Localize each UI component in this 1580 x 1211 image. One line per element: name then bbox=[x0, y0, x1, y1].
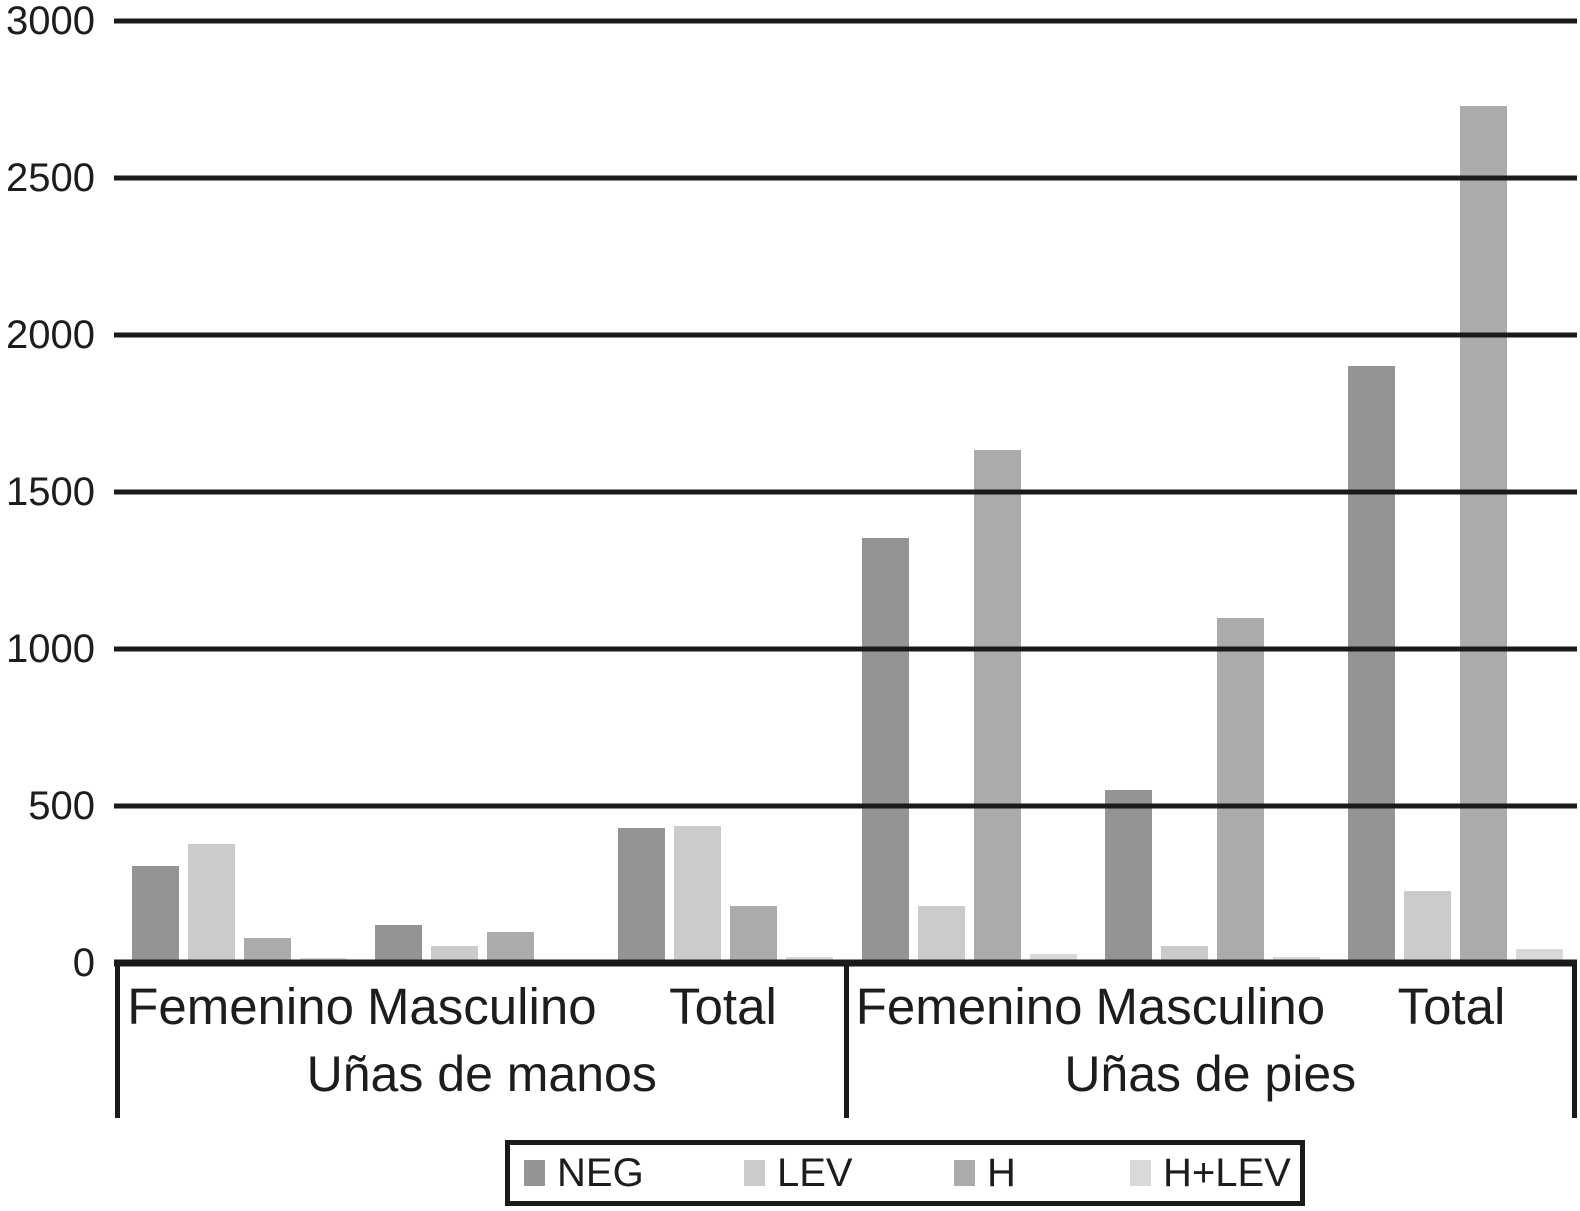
bar-group-uñas-de-pies-masculino bbox=[1091, 21, 1334, 963]
bar-neg bbox=[618, 827, 666, 963]
bar-lev bbox=[1403, 890, 1451, 963]
legend-label: H bbox=[987, 1151, 1016, 1195]
bar-group-uñas-de-pies-total bbox=[1334, 21, 1577, 963]
x-axis-labels: Femenino Masculino Total Uñas de manos Femen… bbox=[115, 963, 1577, 1118]
bar-group-uñas-de-manos-masculino bbox=[361, 21, 604, 963]
bar-h+lev bbox=[786, 956, 834, 963]
y-tick-label: 2000 bbox=[6, 312, 95, 357]
legend-entry-lev: LEV bbox=[744, 1153, 853, 1193]
legend: NEG LEV H H+LEV bbox=[505, 1140, 1305, 1206]
bar-h+lev bbox=[1272, 956, 1320, 963]
bar-neg bbox=[1104, 790, 1152, 963]
bar-h bbox=[973, 449, 1021, 963]
legend-label: NEG bbox=[557, 1151, 644, 1195]
legend-entry-h+lev: H+LEV bbox=[1130, 1153, 1291, 1193]
bar-neg bbox=[375, 925, 423, 963]
y-tick-label: 1000 bbox=[6, 626, 95, 671]
bar-lev bbox=[188, 843, 236, 963]
legend-swatch bbox=[744, 1160, 765, 1186]
bar-h bbox=[487, 931, 535, 963]
bar-neg bbox=[1347, 366, 1395, 963]
category-label-row: Femenino Masculino Total bbox=[120, 963, 844, 1049]
legend-swatch bbox=[524, 1160, 545, 1186]
category-label: Femenino bbox=[127, 977, 354, 1035]
bar-lev bbox=[1160, 945, 1208, 963]
group-label: Uñas de pies bbox=[1064, 1046, 1357, 1102]
legend-entry-neg: NEG bbox=[524, 1153, 644, 1193]
bar-h bbox=[1216, 617, 1264, 963]
y-tick-label: 2500 bbox=[6, 155, 95, 200]
category-label: Total bbox=[1397, 977, 1506, 1035]
bar-group-uñas-de-manos-femenino bbox=[118, 21, 361, 963]
bar-h bbox=[730, 906, 778, 963]
plot-area bbox=[114, 18, 1577, 967]
category-label: Femenino bbox=[855, 977, 1083, 1035]
bar-h bbox=[244, 937, 292, 963]
bars-layer bbox=[118, 21, 1577, 963]
bar-h bbox=[1459, 105, 1507, 963]
legend-label: H+LEV bbox=[1163, 1151, 1291, 1195]
bar-group-uñas-de-manos-total bbox=[604, 21, 847, 963]
category-label: Masculino bbox=[1095, 977, 1326, 1035]
legend-swatch bbox=[954, 1160, 975, 1186]
y-tick-label: 0 bbox=[72, 941, 95, 985]
bar-h+lev bbox=[1029, 953, 1077, 963]
legend-swatch bbox=[1130, 1160, 1151, 1186]
bar-h+lev bbox=[1515, 948, 1563, 963]
category-label-row: Femenino Masculino Total bbox=[849, 963, 1573, 1049]
category-label: Masculino bbox=[366, 977, 597, 1035]
bar-lev bbox=[917, 906, 965, 963]
y-axis: 0 500 1000 1500 2000 2500 3000 bbox=[0, 1, 95, 983]
x-axis-group-1: Femenino Masculino Total Uñas de pies bbox=[843, 963, 1577, 1118]
y-tick-label: 1500 bbox=[6, 470, 95, 514]
group-label-row: Uñas de manos bbox=[120, 1049, 844, 1118]
y-tick-label: 3000 bbox=[6, 0, 95, 43]
bar-neg bbox=[861, 537, 909, 963]
bar-group-uñas-de-pies-femenino bbox=[848, 21, 1091, 963]
group-label-row: Uñas de pies bbox=[849, 1049, 1573, 1118]
bar-neg bbox=[132, 865, 180, 963]
category-label: Total bbox=[669, 977, 777, 1035]
x-axis-group-0: Femenino Masculino Total Uñas de manos bbox=[115, 963, 844, 1118]
bar-lev bbox=[431, 945, 479, 963]
legend-label: LEV bbox=[777, 1151, 853, 1195]
bar-h+lev bbox=[543, 960, 591, 963]
group-label: Uñas de manos bbox=[306, 1046, 657, 1102]
y-tick-label: 500 bbox=[28, 784, 95, 828]
bar-h+lev bbox=[300, 958, 348, 963]
bar-lev bbox=[674, 826, 722, 963]
legend-entry-h: H bbox=[954, 1153, 1016, 1193]
